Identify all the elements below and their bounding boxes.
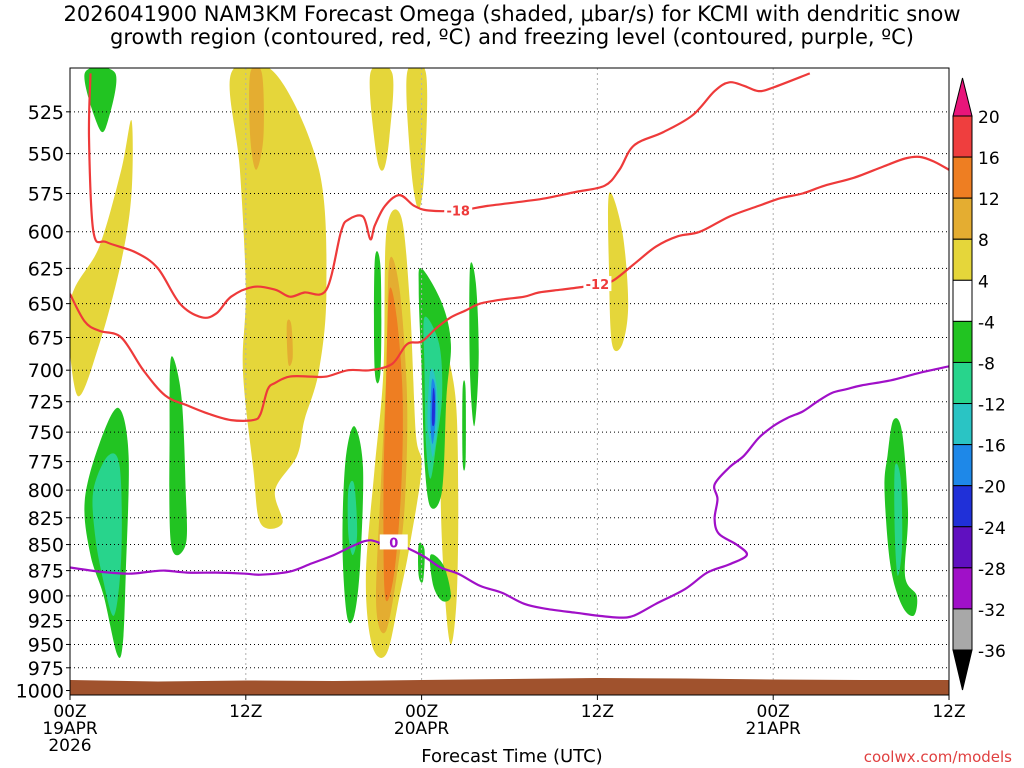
x-tick-label-48-0: 00Z xyxy=(757,702,790,722)
colorbar-box-11 xyxy=(952,567,973,610)
contour-dgz_upper xyxy=(87,72,811,319)
omega-region-0 xyxy=(70,120,133,397)
colorbar-box-5 xyxy=(952,320,973,363)
contour-dgz_lower xyxy=(70,155,949,422)
colorbar-label-9: -20 xyxy=(978,478,1006,498)
y-tick-label-675: 675 xyxy=(28,328,64,350)
contour-label-bg-freezing_level xyxy=(379,534,408,550)
x-axis-label: Forecast Time (UTC) xyxy=(421,746,603,767)
colorbar-label-0: 20 xyxy=(978,108,1000,128)
omega-region-17 xyxy=(373,251,382,384)
contour-label-bg-dgz_upper xyxy=(444,202,473,218)
colorbar-label-8: -16 xyxy=(978,437,1006,457)
colorbar-box-9 xyxy=(952,485,973,528)
omega-region-23 xyxy=(469,262,479,427)
colorbar-box-10 xyxy=(952,526,973,569)
colorbar-label-1: 16 xyxy=(978,149,1000,169)
x-tick-label-0-2: 2026 xyxy=(48,736,91,756)
x-tick-label-36-0: 12Z xyxy=(581,702,614,722)
colorbar-box-1 xyxy=(952,156,973,199)
x-tick-label-0-0: 00Z xyxy=(53,702,86,722)
omega-region-28 xyxy=(894,463,903,576)
colorbar-box-2 xyxy=(952,197,973,240)
omega-region-11 xyxy=(84,68,117,133)
x-tick-label-12-0: 12Z xyxy=(229,702,262,722)
omega-region-1 xyxy=(229,68,327,529)
y-tick-label-800: 800 xyxy=(28,480,64,502)
colorbar-label-4: 4 xyxy=(978,272,989,292)
contour-label-dgz_lower: -12 xyxy=(586,278,610,293)
y-axis: 525 550 575 600 625 650 675 700 725 750 775 800 825 8… xyxy=(16,102,70,703)
colorbar-box-0 xyxy=(952,115,973,158)
y-tick-label-825: 825 xyxy=(28,508,64,530)
omega-region-3 xyxy=(286,319,293,367)
colorbar-label-10: -24 xyxy=(978,519,1006,539)
x-tick-label-0-1: 19APR xyxy=(42,719,98,739)
contour-freezing_level xyxy=(70,365,949,619)
y-tick-label-750: 750 xyxy=(28,422,64,444)
omega-region-4 xyxy=(369,68,394,171)
plot-frame xyxy=(69,67,950,696)
y-tick-label-775: 775 xyxy=(28,452,64,474)
y-tick-label-1000: 1000 xyxy=(16,681,64,703)
y-tick-label-650: 650 xyxy=(28,294,64,316)
y-tick-label-850: 850 xyxy=(28,535,64,557)
contour-label-dgz_upper: -18 xyxy=(446,205,470,220)
omega-region-26 xyxy=(418,542,425,583)
y-tick-label-700: 700 xyxy=(28,360,64,382)
colorbar-box-8 xyxy=(952,444,973,487)
colorbar-box-4 xyxy=(952,279,973,322)
y-tick-label-525: 525 xyxy=(28,102,64,124)
y-tick-label-600: 600 xyxy=(28,222,64,244)
colorbar-box-7 xyxy=(952,403,973,446)
colorbar-label-6: -8 xyxy=(978,354,995,374)
colorbar-label-5: -4 xyxy=(978,313,995,333)
omega-region-13 xyxy=(92,453,122,616)
omega-region-10 xyxy=(608,192,629,352)
x-tick-label-48-1: 21APR xyxy=(746,719,802,739)
omega-region-14 xyxy=(169,356,188,556)
omega-region-22 xyxy=(431,387,435,427)
omega-region-25 xyxy=(429,554,451,602)
temperature-contours: -18 -12 0 xyxy=(70,72,949,619)
colorbar-label-11: -28 xyxy=(978,560,1006,580)
colorbar-label-3: 8 xyxy=(978,231,989,251)
colorbar: 20 16 12 8 4 -4 -8 -12 -16 -20 -24 -28 -32 -36 xyxy=(952,77,1006,691)
colorbar-box-3 xyxy=(952,238,973,281)
omega-region-16 xyxy=(347,480,358,556)
colorbar-label-12: -32 xyxy=(978,601,1006,621)
credit-text: coolwx.com/models xyxy=(863,748,1012,766)
ground-layer xyxy=(70,678,949,695)
colorbar-top-arrow xyxy=(952,77,973,117)
y-tick-label-925: 925 xyxy=(28,611,64,633)
y-tick-label-550: 550 xyxy=(28,144,64,166)
ground-fill xyxy=(70,678,949,695)
x-tick-label-24-0: 00Z xyxy=(405,702,438,722)
y-tick-label-575: 575 xyxy=(28,184,64,206)
y-tick-label-950: 950 xyxy=(28,634,64,656)
colorbar-label-7: -12 xyxy=(978,396,1006,416)
colorbar-label-2: 12 xyxy=(978,190,1000,210)
chart-title-line1: 2026041900 NAM3KM Forecast Omega (shaded… xyxy=(63,2,961,26)
colorbar-box-6 xyxy=(952,361,973,405)
x-tick-label-24-1: 20APR xyxy=(394,719,450,739)
colorbar-box-12 xyxy=(952,608,973,651)
y-tick-label-975: 975 xyxy=(28,658,64,680)
contour-label-freezing_level: 0 xyxy=(389,536,398,551)
omega-region-2 xyxy=(249,68,264,170)
omega-region-24 xyxy=(462,380,466,471)
chart-title-line2: growth region (contoured, red, ºC) and f… xyxy=(110,25,914,49)
colorbar-bottom-arrow xyxy=(952,649,973,691)
contour-label-bg-dgz_lower xyxy=(583,276,612,292)
x-tick-label-60-0: 12Z xyxy=(932,702,965,722)
y-tick-label-875: 875 xyxy=(28,561,64,583)
colorbar-label-13: -36 xyxy=(978,642,1006,662)
y-tick-label-900: 900 xyxy=(28,586,64,608)
plot-area xyxy=(70,68,949,695)
y-tick-label-725: 725 xyxy=(28,392,64,414)
y-tick-label-625: 625 xyxy=(28,258,64,280)
